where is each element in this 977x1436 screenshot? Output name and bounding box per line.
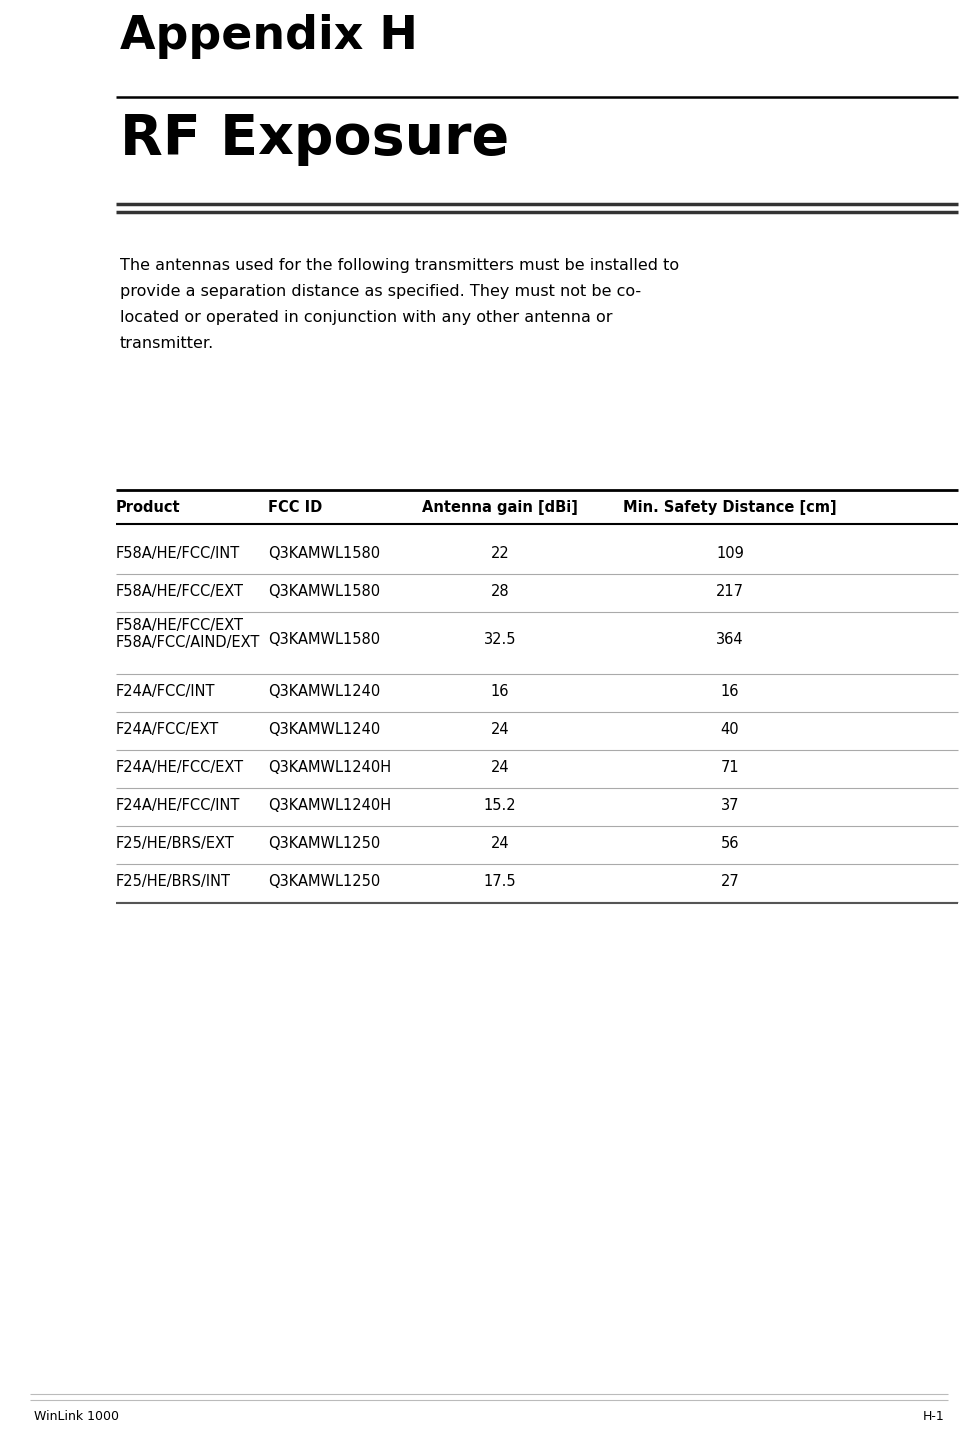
Text: F24A/FCC/EXT: F24A/FCC/EXT — [116, 722, 219, 737]
Text: Q3KAMWL1250: Q3KAMWL1250 — [268, 836, 380, 850]
Text: Q3KAMWL1240: Q3KAMWL1240 — [268, 722, 380, 737]
Text: 28: 28 — [490, 583, 509, 599]
Text: 40: 40 — [720, 722, 739, 737]
Text: 56: 56 — [720, 836, 739, 850]
Text: 22: 22 — [490, 546, 509, 560]
Text: Q3KAMWL1580: Q3KAMWL1580 — [268, 632, 380, 648]
Text: 24: 24 — [490, 836, 509, 850]
Text: Q3KAMWL1250: Q3KAMWL1250 — [268, 873, 380, 889]
Text: FCC ID: FCC ID — [268, 500, 321, 516]
Text: WinLink 1000: WinLink 1000 — [34, 1410, 119, 1423]
Text: Product: Product — [116, 500, 181, 516]
Text: 364: 364 — [715, 632, 743, 648]
Text: Q3KAMWL1580: Q3KAMWL1580 — [268, 583, 380, 599]
Text: H-1: H-1 — [921, 1410, 943, 1423]
Text: Appendix H: Appendix H — [120, 14, 417, 59]
Text: F58A/HE/FCC/INT: F58A/HE/FCC/INT — [116, 546, 240, 560]
Text: F25/HE/BRS/INT: F25/HE/BRS/INT — [116, 873, 231, 889]
Text: 15.2: 15.2 — [484, 797, 516, 813]
Text: Q3KAMWL1240H: Q3KAMWL1240H — [268, 760, 391, 774]
Text: 16: 16 — [490, 684, 509, 698]
Text: F58A/HE/FCC/EXT
F58A/FCC/AIND/EXT: F58A/HE/FCC/EXT F58A/FCC/AIND/EXT — [116, 617, 260, 651]
Text: 32.5: 32.5 — [484, 632, 516, 648]
Text: 109: 109 — [715, 546, 743, 560]
Text: 71: 71 — [720, 760, 739, 774]
Text: 37: 37 — [720, 797, 739, 813]
Text: 16: 16 — [720, 684, 739, 698]
Text: F24A/HE/FCC/INT: F24A/HE/FCC/INT — [116, 797, 240, 813]
Text: F24A/FCC/INT: F24A/FCC/INT — [116, 684, 215, 698]
Text: F24A/HE/FCC/EXT: F24A/HE/FCC/EXT — [116, 760, 244, 774]
Text: 217: 217 — [715, 583, 743, 599]
Text: Q3KAMWL1580: Q3KAMWL1580 — [268, 546, 380, 560]
Text: Antenna gain [dBi]: Antenna gain [dBi] — [422, 500, 577, 516]
Text: The antennas used for the following transmitters must be installed to: The antennas used for the following tran… — [120, 258, 678, 273]
Text: Q3KAMWL1240: Q3KAMWL1240 — [268, 684, 380, 698]
Text: RF Exposure: RF Exposure — [120, 112, 509, 167]
Text: located or operated in conjunction with any other antenna or: located or operated in conjunction with … — [120, 310, 612, 325]
Text: provide a separation distance as specified. They must not be co-: provide a separation distance as specifi… — [120, 284, 641, 299]
Text: 24: 24 — [490, 760, 509, 774]
Text: 17.5: 17.5 — [484, 873, 516, 889]
Text: transmitter.: transmitter. — [120, 336, 214, 350]
Text: Min. Safety Distance [cm]: Min. Safety Distance [cm] — [622, 500, 836, 516]
Text: F58A/HE/FCC/EXT: F58A/HE/FCC/EXT — [116, 583, 243, 599]
Text: 27: 27 — [720, 873, 739, 889]
Text: F25/HE/BRS/EXT: F25/HE/BRS/EXT — [116, 836, 234, 850]
Text: Q3KAMWL1240H: Q3KAMWL1240H — [268, 797, 391, 813]
Text: 24: 24 — [490, 722, 509, 737]
